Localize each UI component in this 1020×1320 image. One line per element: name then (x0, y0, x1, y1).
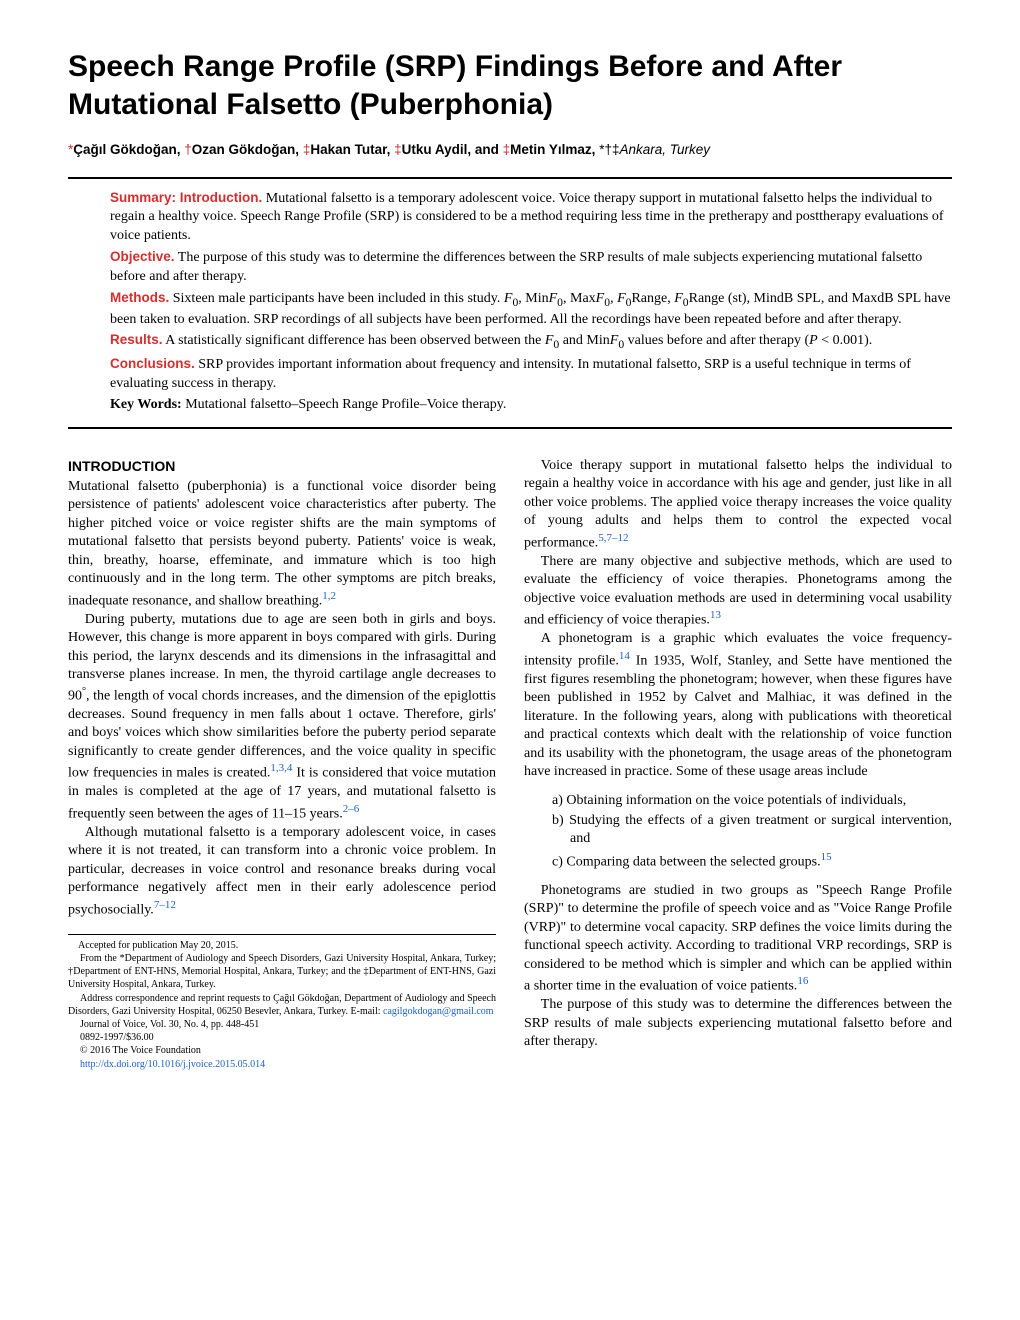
body-paragraph: Mutational falsetto (puberphonia) is a f… (68, 478, 496, 611)
abstract-text: values before and after therapy ( (624, 333, 809, 348)
list-text: c) Comparing data between the selected g… (552, 855, 821, 870)
author-name: Hakan Tutar, (310, 142, 394, 157)
body-paragraph: There are many objective and subjective … (524, 553, 952, 631)
p-value: P (809, 333, 818, 348)
citation-ref[interactable]: 1,3,4 (270, 762, 292, 774)
abstract-results: Results. A statistically significant dif… (110, 331, 952, 353)
body-text: Voice therapy support in mutational fals… (524, 458, 952, 551)
list-item: b) Studying the effects of a given treat… (552, 812, 952, 848)
abstract-text: , Max (563, 291, 596, 306)
f0-var: F (549, 291, 558, 306)
abstract-methods: Methods. Sixteen male participants have … (110, 289, 952, 329)
footnote-line: http://dx.doi.org/10.1016/j.jvoice.2015.… (68, 1058, 496, 1071)
f0-var: F (674, 291, 683, 306)
abstract-text: , Min (518, 291, 548, 306)
abstract-head: Results. (110, 332, 163, 347)
body-paragraph: The purpose of this study was to determi… (524, 996, 952, 1051)
abstract-text: Sixteen male participants have been incl… (169, 291, 504, 306)
body-text: Phonetograms are studied in two groups a… (524, 883, 952, 994)
abstract-text: A statistically significant difference h… (163, 333, 545, 348)
author-name: Utku Aydil, and (402, 142, 503, 157)
abstract-head: Methods. (110, 290, 169, 305)
footnote-line: Journal of Voice, Vol. 30, No. 4, pp. 44… (68, 1018, 496, 1031)
body-text: Although mutational falsetto is a tempor… (68, 825, 496, 918)
email-link[interactable]: cagilgokdogan@gmail.com (383, 1006, 494, 1017)
section-heading: INTRODUCTION (68, 457, 496, 475)
footnote-line: 0892-1997/$36.00 (68, 1031, 496, 1044)
article-title: Speech Range Profile (SRP) Findings Befo… (68, 48, 952, 123)
citation-ref[interactable]: 13 (710, 609, 721, 621)
affiliation: Ankara, Turkey (619, 142, 710, 157)
body-text: In 1935, Wolf, Stanley, and Sette have m… (524, 653, 952, 779)
abstract-intro: Summary: Introduction. Mutational falset… (110, 189, 952, 247)
author-name: Çağıl Gökdoğan, (73, 142, 184, 157)
citation-ref[interactable]: 5,7–12 (598, 532, 628, 544)
abstract-text: < 0.001). (818, 333, 873, 348)
author-mark: † (184, 142, 192, 157)
body-paragraph: A phonetogram is a graphic which evaluat… (524, 630, 952, 781)
left-column: INTRODUCTION Mutational falsetto (puberp… (68, 457, 496, 1071)
citation-ref[interactable]: 1,2 (322, 590, 336, 602)
f0-var: F (596, 291, 605, 306)
f0-var: F (617, 291, 626, 306)
citation-ref[interactable]: 15 (821, 851, 832, 863)
author-mark: ‡ (394, 142, 402, 157)
usage-list: a) Obtaining information on the voice po… (552, 792, 952, 872)
citation-ref[interactable]: 2–6 (343, 803, 360, 815)
body-text: Mutational falsetto (puberphonia) is a f… (68, 479, 496, 608)
footnote-line: From the *Department of Audiology and Sp… (68, 952, 496, 992)
affil-marks: *†‡ (599, 142, 619, 157)
abstract-text: The purpose of this study was to determi… (110, 250, 922, 284)
abstract-text: and Min (559, 333, 610, 348)
body-paragraph: During puberty, mutations due to age are… (68, 611, 496, 824)
abstract-head: Summary: Introduction. (110, 190, 262, 205)
abstract-text: , (610, 291, 617, 306)
abstract-keywords: Key Words: Mutational falsetto–Speech Ra… (110, 396, 952, 415)
footnote-line: © 2016 The Voice Foundation (68, 1044, 496, 1057)
doi-link[interactable]: http://dx.doi.org/10.1016/j.jvoice.2015.… (80, 1059, 265, 1070)
citation-ref[interactable]: 7–12 (154, 899, 176, 911)
right-column: Voice therapy support in mutational fals… (524, 457, 952, 1071)
body-paragraph: Phonetograms are studied in two groups a… (524, 882, 952, 996)
author-name: Metin Yılmaz, (510, 142, 599, 157)
author-line: *Çağıl Gökdoğan, †Ozan Gökdoğan, ‡Hakan … (68, 141, 952, 159)
body-paragraph: Although mutational falsetto is a tempor… (68, 824, 496, 920)
abstract-text: SRP provides important information about… (110, 357, 911, 391)
keywords-text: Mutational falsetto–Speech Range Profile… (182, 397, 507, 412)
citation-ref[interactable]: 14 (619, 650, 630, 662)
footnote-line: Address correspondence and reprint reque… (68, 992, 496, 1018)
author-name: Ozan Gökdoğan, (192, 142, 303, 157)
body-columns: INTRODUCTION Mutational falsetto (puberp… (68, 457, 952, 1071)
footnotes: Accepted for publication May 20, 2015. F… (68, 934, 496, 1071)
body-text: There are many objective and subjective … (524, 554, 952, 628)
list-item: c) Comparing data between the selected g… (552, 850, 952, 872)
abstract-head: Objective. (110, 249, 175, 264)
keywords-head: Key Words: (110, 397, 182, 412)
list-item: a) Obtaining information on the voice po… (552, 792, 952, 810)
body-paragraph: Voice therapy support in mutational fals… (524, 457, 952, 553)
abstract-head: Conclusions. (110, 356, 195, 371)
abstract-text: Range, (631, 291, 674, 306)
abstract-objective: Objective. The purpose of this study was… (110, 248, 952, 287)
citation-ref[interactable]: 16 (797, 975, 808, 987)
footnote-line: Accepted for publication May 20, 2015. (68, 939, 496, 952)
abstract-conclusions: Conclusions. SRP provides important info… (110, 355, 952, 394)
abstract-box: Summary: Introduction. Mutational falset… (68, 177, 952, 429)
